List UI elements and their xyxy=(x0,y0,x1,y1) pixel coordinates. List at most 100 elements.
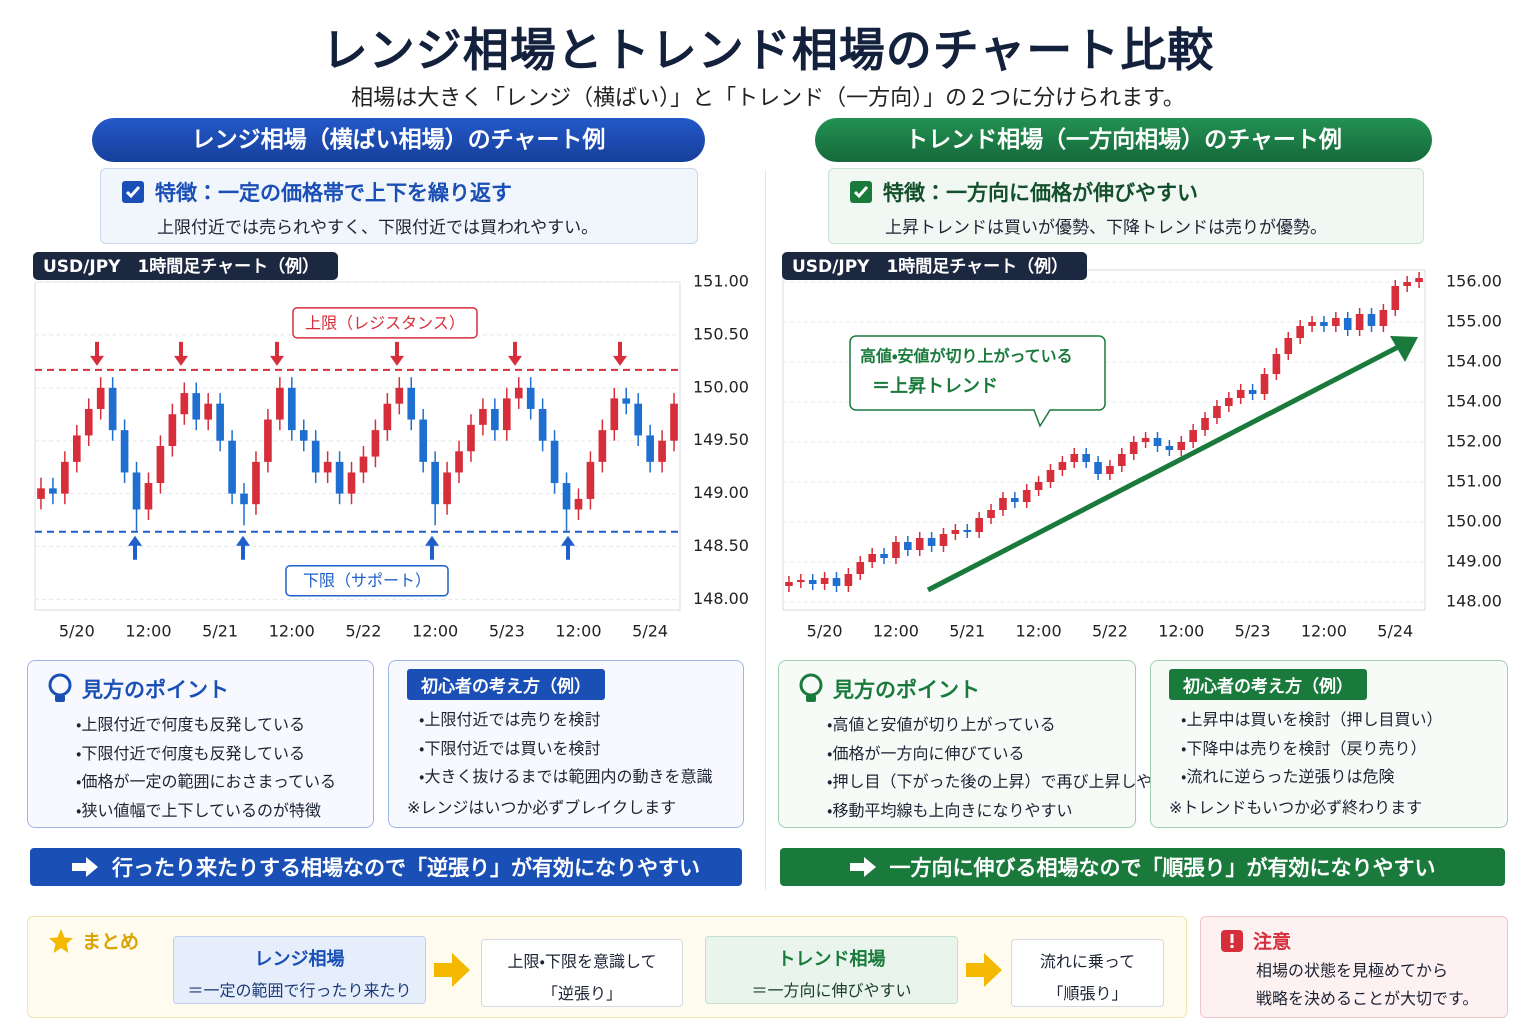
summary-item: 上限・下限を意識して 「逆張り」 xyxy=(481,939,683,1007)
candle-body xyxy=(1011,498,1019,502)
candle-body xyxy=(1046,470,1055,482)
chart-badge-text: USD/JPY 1時間足チャート（例） xyxy=(43,256,319,277)
resistance-arrow xyxy=(508,341,522,366)
candle-body xyxy=(1082,454,1090,462)
caution-line: 相場の状態を見極めてから xyxy=(1256,961,1449,980)
candle-body xyxy=(1022,490,1031,502)
candle-body xyxy=(844,574,853,586)
banner-text: 行ったり来たりする相場なので「逆張り」が有効になりやすい xyxy=(112,856,700,880)
summary-item-text: ＝一定の範囲で行ったり来たり xyxy=(187,981,412,1000)
candle-body xyxy=(120,430,129,473)
candle-body xyxy=(526,387,535,409)
trend-arrow-line xyxy=(926,341,1406,593)
candle-body xyxy=(1236,390,1245,398)
points-title: 見方のポイント xyxy=(82,678,229,702)
candle-body xyxy=(264,419,272,462)
summary-item-title: 上限・下限を意識して xyxy=(507,952,657,971)
plot-area xyxy=(782,269,1426,611)
candle-body xyxy=(1141,438,1150,442)
summary-arrow xyxy=(434,953,470,987)
panel-heading: レンジ相場（横ばい相場）のチャート例 xyxy=(92,118,705,162)
candle-body xyxy=(335,461,344,494)
banner-text: 一方向に伸びる相場なので「順張り」が有効になりやすい xyxy=(889,856,1436,880)
candle-body xyxy=(868,554,876,562)
candle-body xyxy=(1343,318,1352,330)
caution-text: 相場の状態を見極めてから戦略を決めることが大切です。 xyxy=(1256,957,1478,1013)
candle-body xyxy=(904,542,912,550)
support-arrow xyxy=(128,535,142,560)
candle-body xyxy=(808,580,817,584)
candle-body xyxy=(892,542,900,558)
x-tick-label: 5/23 xyxy=(489,622,525,641)
feature-title: 特徴：一方向に価格が伸びやすい xyxy=(883,181,1198,205)
candle-body xyxy=(156,446,165,484)
candle-body xyxy=(1296,326,1304,338)
candle-body xyxy=(963,530,972,532)
banner-arrow xyxy=(849,857,876,877)
support-label: 下限（サポート） xyxy=(303,571,431,590)
resistance-arrow xyxy=(390,341,404,366)
points-title-row: 見方のポイント xyxy=(46,673,355,705)
support-label-box xyxy=(285,564,449,597)
y-tick-label: 148.00 xyxy=(693,589,749,608)
candle-body xyxy=(1094,462,1102,474)
candle-body xyxy=(622,398,631,404)
check-icon xyxy=(850,181,872,203)
page-subtitle: 相場は大きく「レンジ（横ばい）」と「トレンド（一方向）」の２つに分けられます。 xyxy=(351,86,1185,111)
x-tick-label: 12:00 xyxy=(873,622,919,641)
banner: 行ったり来たりする相場なので「逆張り」が有効になりやすい xyxy=(30,848,742,886)
candle-body xyxy=(1201,418,1209,430)
thinking-box: 初心者の考え方（例） 上限付近では売りを検討下限付近では買いを検討大きく抜けるま… xyxy=(388,660,744,828)
candle-body xyxy=(1260,374,1269,394)
thinking-note: ※トレンドもいつか必ず終わります xyxy=(1169,797,1423,817)
y-tick-label: 154.00 xyxy=(1446,392,1502,411)
banner-arrow xyxy=(72,857,98,877)
bulb-icon xyxy=(48,673,72,702)
y-tick-label: 149.00 xyxy=(693,483,749,502)
trend-arrow-head xyxy=(1390,336,1418,362)
support-arrow xyxy=(561,535,575,560)
candle-body xyxy=(479,408,487,425)
resistance-arrow xyxy=(90,341,104,366)
y-tick-label: 148.00 xyxy=(1446,592,1502,611)
x-tick-label: 12:00 xyxy=(412,622,458,641)
point-item: 下限付近で何度も反発している xyxy=(76,740,355,769)
candle-body xyxy=(1308,322,1316,326)
x-tick-label: 5/24 xyxy=(1377,622,1413,641)
candle-body xyxy=(216,403,224,441)
candle-body xyxy=(132,472,141,510)
caution-line: 戦略を決めることが大切です。 xyxy=(1256,989,1479,1008)
candle-body xyxy=(252,461,260,505)
candle-body xyxy=(975,518,983,532)
summary-item-title: トレンド相場 xyxy=(777,949,886,970)
annotation-line: 高値・安値が切り上がっている xyxy=(860,347,1073,366)
banner: 一方向に伸びる相場なので「順張り」が有効になりやすい xyxy=(780,848,1505,886)
candle-body xyxy=(144,483,153,510)
thinking-box: 初心者の考え方（例） 上昇中は買いを検討（押し目買い）下降中は売りを検討（戻り売… xyxy=(1150,660,1508,828)
y-tick-label: 155.00 xyxy=(1446,312,1502,331)
candle-body xyxy=(1320,322,1328,326)
support-arrow xyxy=(425,535,439,560)
candle-body xyxy=(915,538,924,550)
feature-title: 特徴：一定の価格帯で上下を繰り返す xyxy=(155,181,512,205)
candle-body xyxy=(832,578,841,586)
candle-body xyxy=(1165,446,1174,450)
x-tick-label: 12:00 xyxy=(555,622,601,641)
range-chart: 148.00 148.50 149.00 149.50 150.00 150.50 151.… xyxy=(33,252,749,641)
candle-body xyxy=(395,387,404,404)
candle-body xyxy=(1129,442,1138,454)
point-item: 狭い値幅で上下しているのが特徴 xyxy=(76,797,355,826)
thinking-title: 初心者の考え方（例） xyxy=(407,669,605,700)
candle-body xyxy=(1177,442,1186,450)
candle-body xyxy=(491,408,499,431)
candle-body xyxy=(49,488,57,494)
candle-body xyxy=(192,393,201,420)
candle-body xyxy=(1106,466,1114,474)
candle-body xyxy=(856,562,865,574)
candle-body xyxy=(634,403,643,436)
bulb-icon xyxy=(799,673,823,702)
candle-body xyxy=(1058,462,1067,470)
candle-body xyxy=(240,493,248,505)
candle-body xyxy=(502,398,511,431)
